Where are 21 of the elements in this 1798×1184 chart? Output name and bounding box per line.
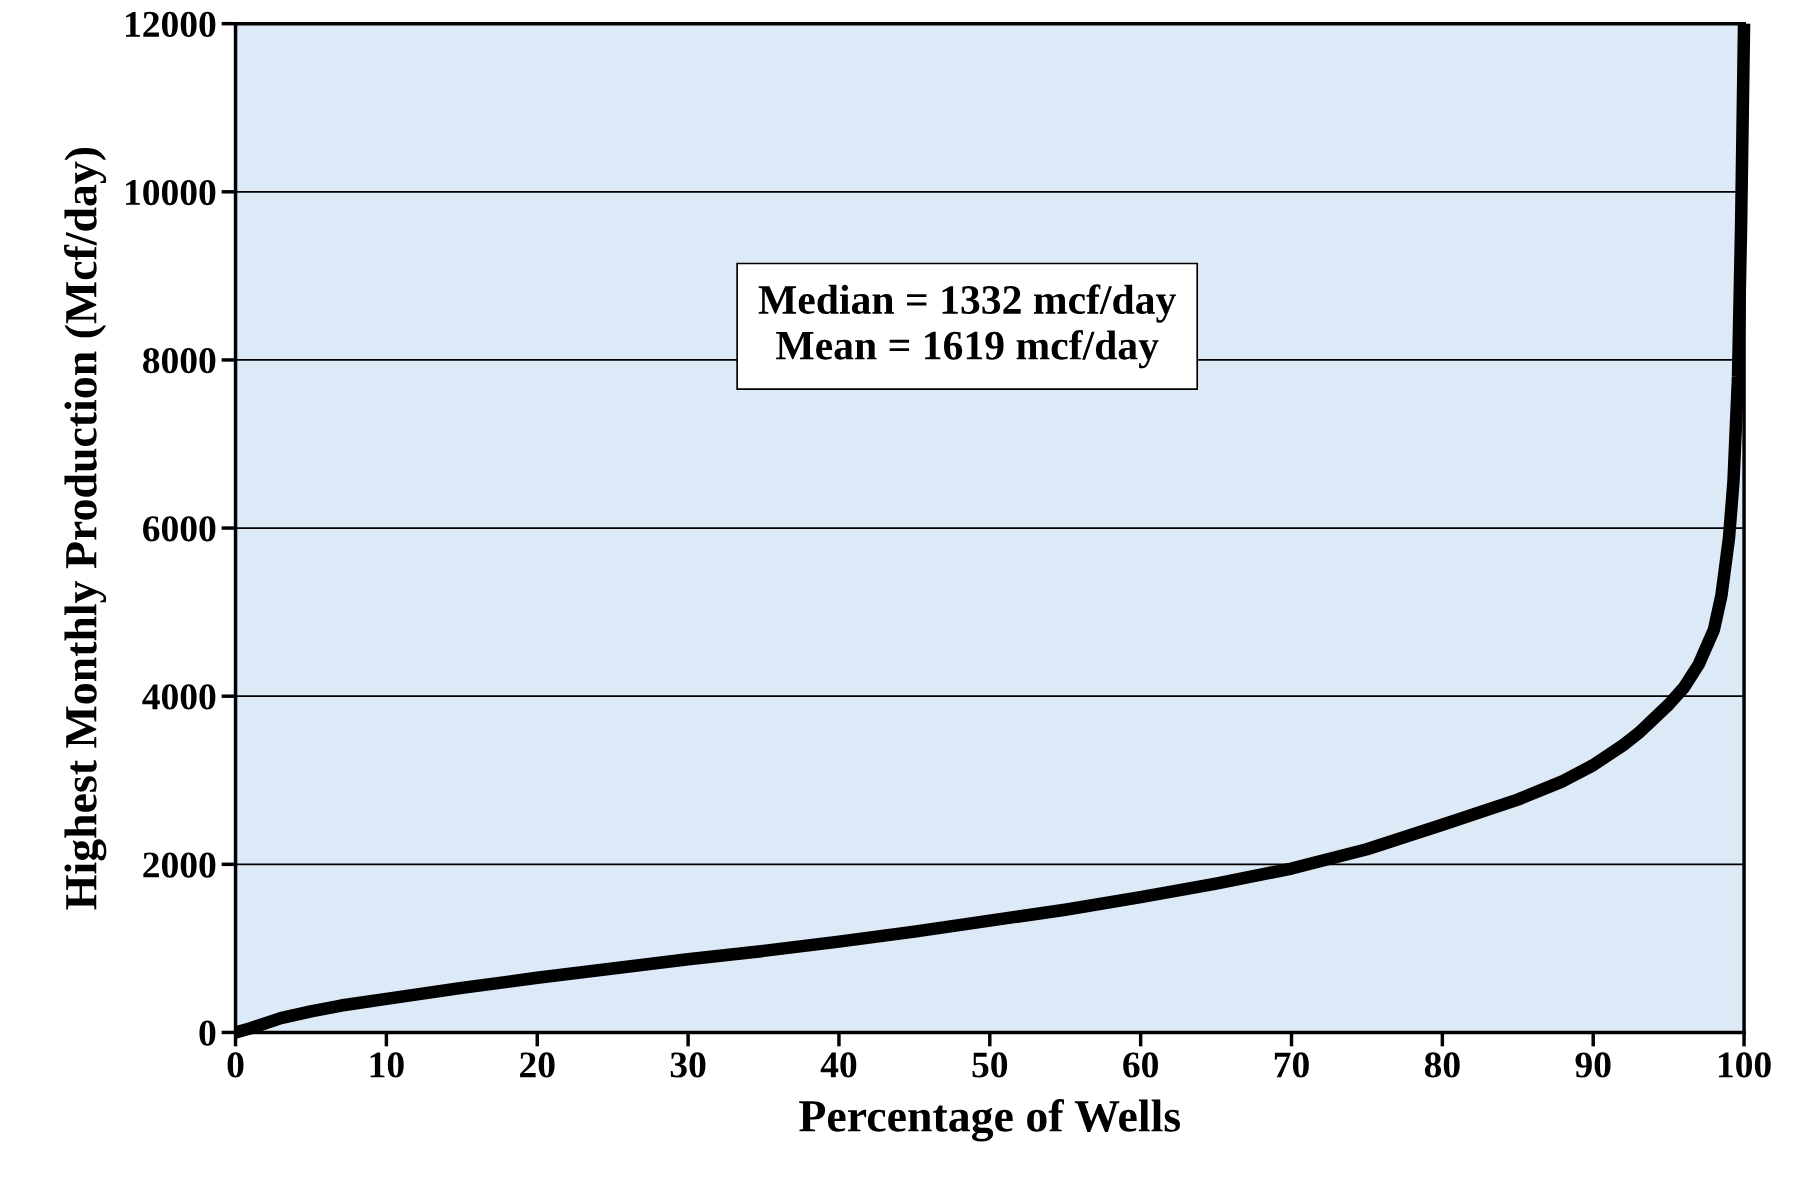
y-tick-label: 0	[199, 1020, 216, 1046]
x-tick-label: 50	[972, 1052, 1008, 1078]
y-axis-title: Highest Monthly Production (Mcf/day)	[63, 147, 107, 910]
y-tick-label: 12000	[126, 11, 216, 38]
y-tick-label: 6000	[143, 516, 216, 542]
x-tick-label: 70	[1274, 1052, 1309, 1078]
x-tick-label: 80	[1424, 1052, 1460, 1078]
x-tick-label: 10	[370, 1052, 404, 1078]
y-tick-label: 8000	[143, 348, 216, 374]
annotation: Median = 1332 mcf/day Mean = 1619 mcf/day	[758, 284, 1176, 369]
x-tick-label: 40	[820, 1052, 857, 1078]
x-tick-label: 0	[227, 1052, 244, 1078]
x-tick-label: 20	[520, 1052, 555, 1078]
x-axis-title: Percentage of Wells	[799, 1099, 1181, 1142]
y-tick-label: 4000	[142, 684, 216, 710]
y-tick-label: 2000	[143, 852, 216, 878]
y-tick-label: 10000	[126, 179, 216, 206]
x-tick-label: 90	[1575, 1052, 1611, 1078]
x-tick-label: 100	[1718, 1052, 1771, 1078]
x-tick-label: 30	[670, 1052, 706, 1078]
x-tick-label: 60	[1123, 1052, 1158, 1078]
